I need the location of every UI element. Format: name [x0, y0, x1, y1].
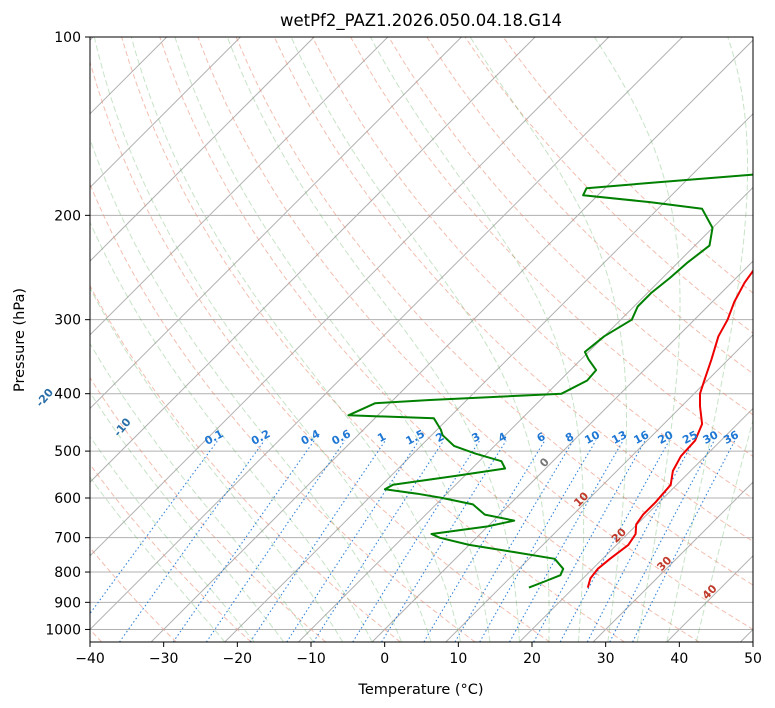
x-tick-label: −30 — [149, 651, 179, 667]
y-tick-label: 500 — [54, 444, 81, 460]
isotherm-line — [371, 260, 753, 642]
moist-adiabat-line — [174, 37, 491, 642]
dry-adiabat-line — [90, 463, 252, 642]
dewpoint-line — [347, 173, 753, 589]
mixing-ratio-line — [172, 440, 315, 642]
dry-adiabat-line — [311, 37, 753, 500]
x-tick-label: 10 — [449, 651, 467, 667]
moist-adiabat-line — [594, 37, 681, 642]
x-tick-label: 40 — [670, 651, 688, 667]
moist-adiabat-line — [90, 286, 344, 642]
y-tick-label: 800 — [54, 565, 81, 581]
y-tick-label: 400 — [54, 387, 81, 403]
mixing-ratio-line — [479, 440, 597, 642]
background-lines — [90, 37, 753, 642]
y-tick-label: 900 — [54, 595, 81, 611]
moist-adiabat-line — [290, 37, 550, 642]
moist-adiabat-line — [226, 37, 520, 642]
y-tick-label: 300 — [54, 313, 81, 329]
mixing-ratio-label: 10 — [582, 428, 602, 447]
mixing-ratio-line — [313, 440, 445, 642]
moist-adiabat-line — [370, 37, 585, 642]
y-tick-label: 200 — [54, 208, 81, 224]
dry-adiabat-line — [121, 37, 625, 642]
mixing-ratio-label: 13 — [610, 428, 630, 447]
moist-adiabat-line — [469, 37, 627, 642]
dry-adiabat-line — [90, 60, 551, 642]
isotherm-line — [90, 37, 315, 262]
mixing-ratio-line — [381, 440, 507, 642]
isotherm-line — [592, 481, 753, 642]
x-tick-label: −40 — [75, 651, 105, 667]
mixing-ratio-line — [119, 440, 265, 642]
x-tick-label: 20 — [523, 651, 541, 667]
axis-ticks: −40 −30 −20 −10 0 10 20 30 40 50 100 200 300 400 500 60… — [45, 30, 762, 667]
chart-title: wetPf2_PAZ1.2026.050.04.18.G14 — [280, 11, 562, 31]
dry-adiabat-line — [197, 37, 753, 630]
mixing-ratio-label: 25 — [680, 428, 700, 447]
moist-adiabat-line — [90, 435, 255, 642]
mixing-ratio-line — [533, 440, 646, 642]
dry-adiabat-line — [502, 37, 753, 294]
y-tick-label: 1000 — [45, 622, 81, 638]
isotherm-line — [90, 37, 610, 557]
dry-adiabat-line — [235, 37, 753, 586]
mixing-ratio-line — [352, 440, 481, 642]
isotherm-line — [445, 334, 753, 642]
mixing-ratio-line — [559, 440, 670, 642]
plot-frame — [89, 36, 754, 643]
sounding-series — [347, 173, 753, 589]
y-tick-label: 600 — [54, 491, 81, 507]
dry-adiabat-line — [90, 284, 401, 642]
isotherm-line — [90, 37, 241, 189]
mixing-ratio-line — [249, 440, 386, 642]
moist-adiabat-line — [90, 220, 373, 642]
x-axis-title: Temperature (°C) — [357, 682, 483, 698]
y-tick-label: 700 — [54, 531, 81, 547]
mixing-ratio-line — [509, 440, 624, 642]
x-tick-label: −10 — [296, 651, 326, 667]
mixing-ratio-label: 36 — [721, 428, 741, 447]
isotherm-line — [90, 37, 462, 410]
mixing-ratio-label: 20 — [656, 428, 676, 447]
mixing-ratio-label: 16 — [632, 428, 652, 447]
x-tick-label: 30 — [597, 651, 615, 667]
y-tick-label: 100 — [54, 30, 81, 46]
moist-adiabat-line — [130, 37, 461, 642]
isotherm-line — [150, 39, 753, 642]
isotherm-line — [90, 37, 536, 483]
dry-adiabat-line — [426, 37, 753, 375]
mixing-ratio-line — [90, 440, 219, 615]
dry-adiabat-line — [159, 37, 700, 642]
moist-adiabat-line — [90, 137, 403, 642]
moist-adiabat-line — [90, 391, 285, 642]
isotherm-line — [90, 37, 389, 336]
mixing-ratio-line — [632, 440, 736, 642]
moist-adiabat-line — [93, 37, 432, 642]
dry-adiabat-line — [90, 546, 177, 642]
dry-adiabat-line — [90, 182, 476, 642]
mixing-ratio-line — [454, 440, 574, 642]
dry-adiabat-line — [90, 376, 327, 642]
isotherm-line — [90, 37, 683, 631]
dry-adiabat-line — [388, 37, 753, 416]
isotherm-line — [224, 113, 753, 642]
mixing-ratio-label: 30 — [701, 428, 721, 447]
x-tick-label: 50 — [744, 651, 762, 667]
moist-adiabat-line — [666, 37, 749, 642]
x-tick-label: 0 — [380, 651, 389, 667]
temperature-line — [586, 269, 753, 588]
isotherm-line — [519, 407, 753, 642]
mixing-ratio-line — [423, 440, 546, 642]
x-tick-label: −20 — [223, 651, 253, 667]
y-axis-title: Pressure (hPa) — [12, 288, 28, 392]
moist-adiabat-line — [90, 476, 226, 642]
